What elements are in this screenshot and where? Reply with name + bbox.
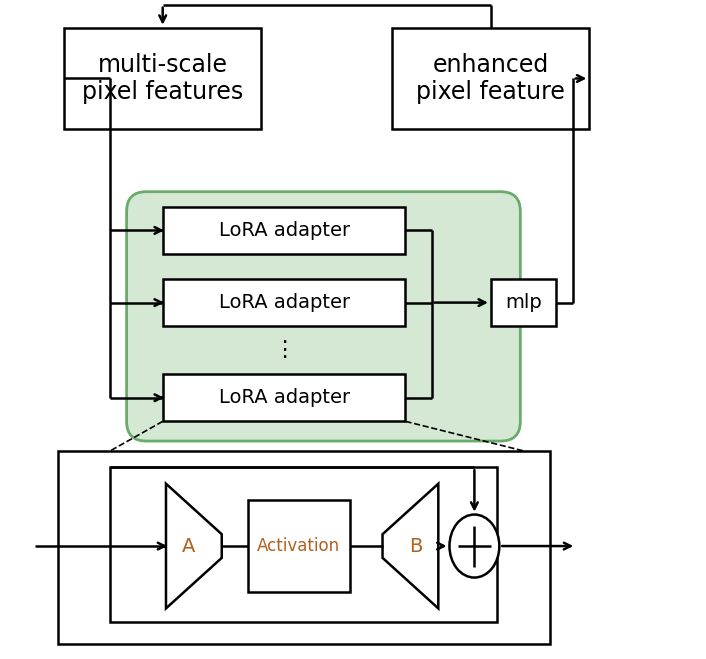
Text: LoRA adapter: LoRA adapter — [219, 388, 349, 407]
FancyBboxPatch shape — [248, 500, 349, 592]
Polygon shape — [166, 484, 222, 608]
Polygon shape — [383, 484, 438, 608]
Text: multi-scale
pixel features: multi-scale pixel features — [82, 53, 244, 104]
FancyBboxPatch shape — [126, 192, 520, 441]
FancyBboxPatch shape — [162, 374, 405, 421]
Text: LoRA adapter: LoRA adapter — [219, 221, 349, 240]
FancyBboxPatch shape — [491, 279, 556, 326]
Text: enhanced
pixel feature: enhanced pixel feature — [417, 53, 566, 104]
Text: Activation: Activation — [257, 537, 340, 555]
Ellipse shape — [450, 515, 499, 577]
FancyBboxPatch shape — [110, 467, 497, 621]
Text: A: A — [181, 536, 195, 556]
FancyBboxPatch shape — [162, 207, 405, 254]
FancyBboxPatch shape — [64, 28, 261, 129]
FancyBboxPatch shape — [393, 28, 590, 129]
Text: ⋮: ⋮ — [273, 340, 295, 360]
Text: B: B — [409, 536, 423, 556]
FancyBboxPatch shape — [58, 451, 550, 645]
Text: mlp: mlp — [505, 293, 542, 312]
FancyBboxPatch shape — [162, 279, 405, 326]
Text: LoRA adapter: LoRA adapter — [219, 293, 349, 312]
